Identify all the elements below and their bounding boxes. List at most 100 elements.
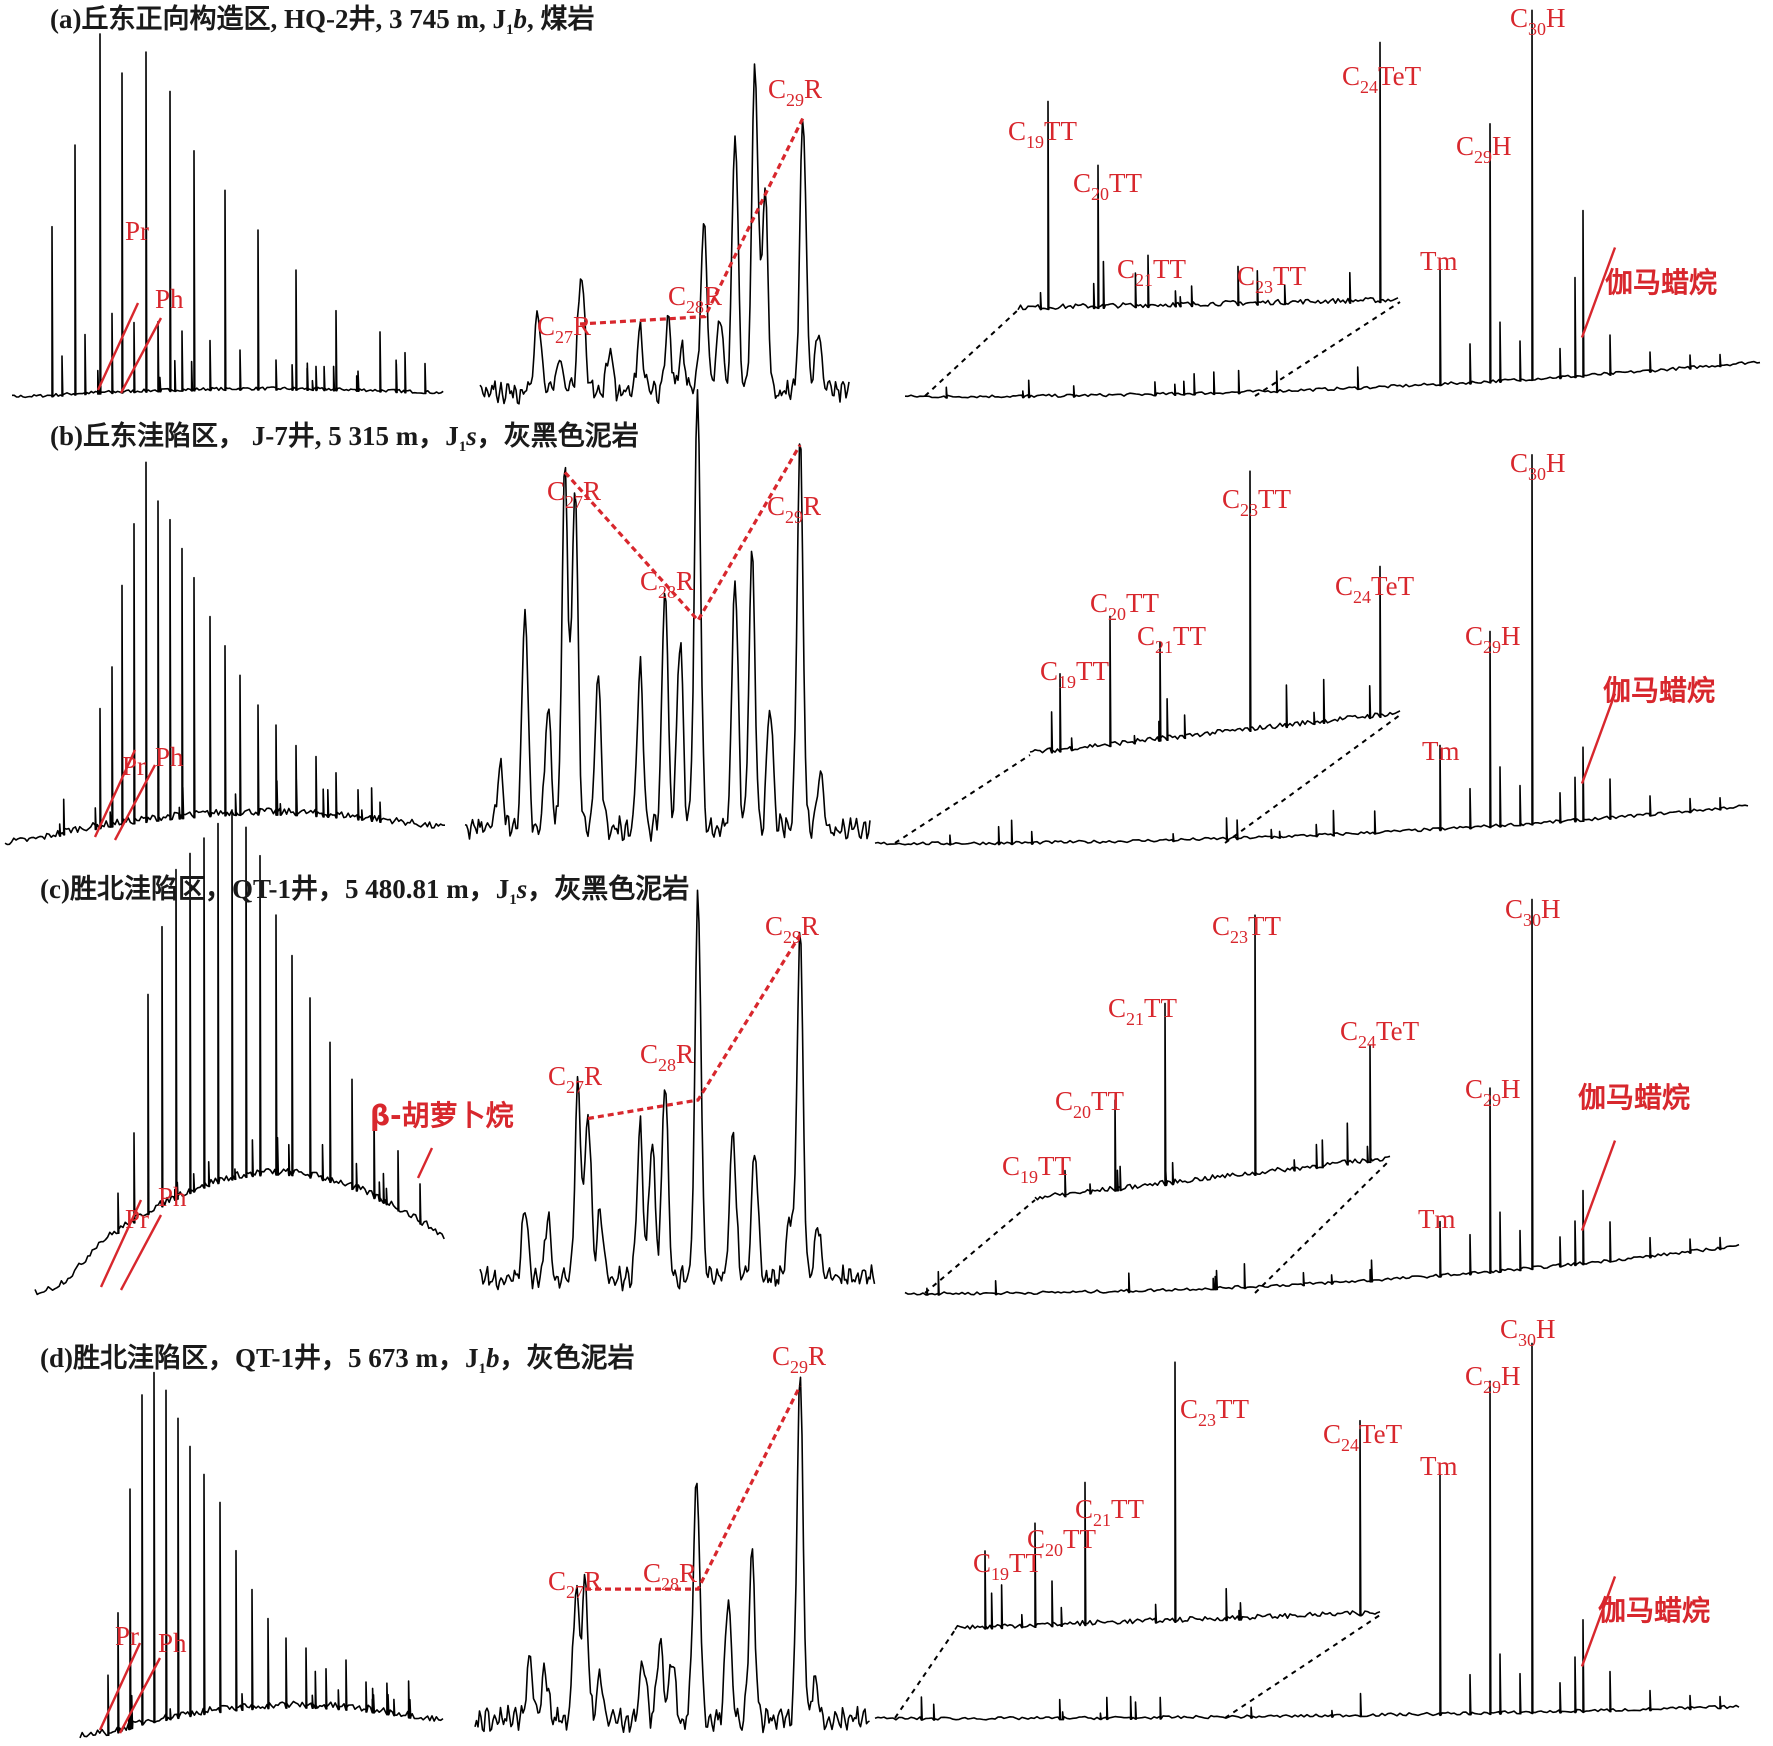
ph-label: Ph: [155, 742, 184, 772]
pr-pointer-b: [93, 749, 137, 838]
n-alkane-trace-c: [34, 809, 445, 1296]
panel-c-title: (c)胜北洼陷区，QT-1井，5 480.81 m，J1s，灰黑色泥岩: [40, 873, 689, 908]
terpane-trace-c: [904, 898, 1740, 1296]
ph-label: Ph: [158, 1628, 187, 1658]
sterane-trend-line-a: [579, 117, 805, 326]
ph-label: Ph: [158, 1182, 187, 1212]
zoom-line-right-b: [1224, 714, 1401, 844]
gammacerane-pointer-a: [1580, 247, 1617, 338]
beta-carotane-label: β-胡萝卜烷: [370, 1099, 514, 1132]
c30h-label: C30H: [1505, 894, 1561, 930]
c28r-label: C28R: [640, 566, 694, 602]
ph-pointer-a: [119, 317, 163, 394]
tricyclic-inset-trace-b: [1029, 470, 1401, 754]
c27r-label: C27R: [548, 1061, 602, 1097]
gammacerane-pointer-d: [1580, 1575, 1617, 1667]
c30h-label: C30H: [1500, 1314, 1556, 1350]
pr-label: Pr: [125, 1204, 149, 1234]
zoom-line-right-c: [1254, 1159, 1391, 1294]
tm-label: Tm: [1422, 736, 1460, 766]
c24tet-label: C24TeT: [1335, 571, 1415, 607]
tm-label: Tm: [1418, 1204, 1456, 1234]
c19tt-label: C19TT: [1002, 1151, 1072, 1187]
gammacerane-label: 伽马蜡烷: [1603, 674, 1715, 707]
c29h-label: C29H: [1465, 621, 1521, 657]
c29r-label: C29R: [767, 491, 821, 527]
c30h-label: C30H: [1510, 448, 1566, 484]
terpane-trace-b: [874, 454, 1749, 846]
c28r-label: C28R: [640, 1039, 694, 1075]
zoom-line-left-d: [894, 1629, 956, 1719]
c23tt-label: C23TT: [1180, 1394, 1250, 1430]
pr-label: Pr: [115, 1621, 139, 1651]
n-alkane-trace-b: [4, 461, 445, 846]
sterane-trend-line-b: [563, 444, 802, 624]
panel-a-title: (a)丘东正向构造区, HQ-2井, 3 745 m, J1b, 煤岩: [50, 3, 594, 38]
sterane-trace-b: [464, 389, 871, 842]
panel-b-title: (b)丘东洼陷区， J-7井, 5 315 m，J1s，灰黑色泥岩: [50, 420, 639, 455]
c29h-label: C29H: [1465, 1361, 1521, 1397]
c29h-label: C29H: [1465, 1074, 1521, 1110]
c20tt-label: C20TT: [1027, 1524, 1097, 1560]
c28r-label: C28R: [668, 281, 722, 317]
pr-label: Pr: [125, 216, 149, 246]
gammacerane-label: 伽马蜡烷: [1605, 266, 1717, 299]
tricyclic-inset-trace-a: [1017, 41, 1399, 311]
annotation-lines: [93, 117, 1617, 1734]
c29r-label: C29R: [768, 74, 822, 110]
c27r-label: C27R: [547, 476, 601, 512]
c29r-label: C29R: [765, 911, 819, 947]
c23tt-label: C23TT: [1212, 911, 1282, 947]
terpane-trace-a: [904, 9, 1761, 399]
c23tt-label: C23TT: [1222, 484, 1292, 520]
c30h-label: C30H: [1510, 3, 1566, 39]
terpane-trace-d: [874, 1342, 1740, 1721]
zoom-line-right-d: [1224, 1614, 1381, 1719]
c21tt-label: C21TT: [1137, 621, 1207, 657]
gammacerane-label: 伽马蜡烷: [1578, 1081, 1690, 1114]
panel-d-title: (d)胜北洼陷区，QT-1井，5 673 m，J1b，灰色泥岩: [40, 1342, 635, 1377]
c19tt-label: C19TT: [1040, 656, 1110, 692]
sterane-trace-a: [479, 63, 850, 405]
tricyclic-inset-trace-c: [1034, 914, 1391, 1201]
gammacerane-pointer-b: [1580, 693, 1617, 785]
c21tt-label: C21TT: [1117, 254, 1187, 290]
sterane-trend-line-c: [587, 934, 802, 1121]
pr-pointer-a: [96, 302, 140, 391]
c27r-label: C27R: [548, 1566, 602, 1602]
c20tt-label: C20TT: [1090, 588, 1160, 624]
c27r-label: C27R: [537, 311, 591, 347]
c29r-label: C29R: [772, 1341, 826, 1377]
zoom-line-right-a: [1254, 301, 1401, 397]
tm-label: Tm: [1420, 246, 1458, 276]
sterane-trace-c: [479, 889, 876, 1292]
tm-label: Tm: [1420, 1451, 1458, 1481]
c21tt-label: C21TT: [1075, 1494, 1145, 1530]
c19tt-label: C19TT: [1008, 116, 1078, 152]
c28r-label: C28R: [643, 1558, 697, 1594]
ph-pointer-c: [119, 1214, 163, 1291]
c23tt-label: C23TT: [1237, 261, 1307, 297]
n-alkane-trace-d: [79, 1371, 444, 1739]
gammacerane-pointer-c: [1580, 1140, 1617, 1232]
n-alkane-trace-a: [12, 33, 444, 399]
pr-pointer-c: [99, 1199, 143, 1288]
zoom-line-left-c: [924, 1199, 1036, 1294]
pr-label: Pr: [122, 751, 146, 781]
c20tt-label: C20TT: [1073, 168, 1143, 204]
c19tt-label: C19TT: [973, 1548, 1043, 1584]
beta-carotane-pointer: [416, 1147, 434, 1179]
c24tet-label: C24TeT: [1342, 61, 1422, 97]
c20tt-label: C20TT: [1055, 1086, 1125, 1122]
ph-label: Ph: [155, 284, 184, 314]
tricyclic-inset-trace-d: [954, 1361, 1381, 1630]
zoom-line-left-a: [924, 309, 1019, 397]
sterane-trend-line-d: [585, 1385, 802, 1591]
gammacerane-label: 伽马蜡烷: [1598, 1594, 1710, 1627]
chromatogram-traces: [4, 9, 1761, 1739]
zoom-line-left-b: [894, 754, 1031, 844]
ph-pointer-d: [118, 1657, 162, 1734]
c21tt-label: C21TT: [1108, 993, 1178, 1029]
c29h-label: C29H: [1456, 131, 1512, 167]
